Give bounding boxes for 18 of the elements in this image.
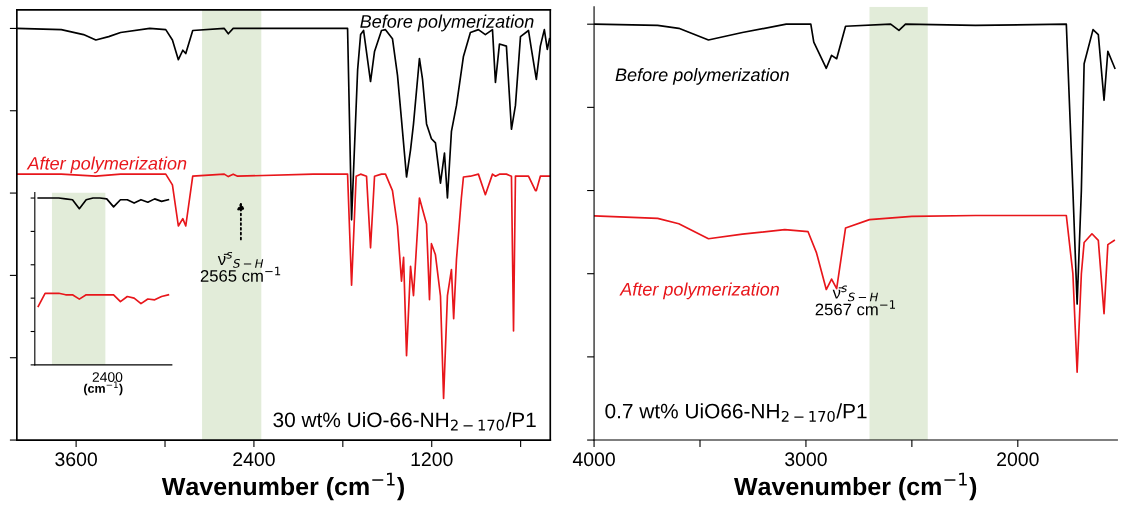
text: After polymerization (619, 282, 779, 300)
x-tick-label: 2000 (997, 452, 1039, 467)
series-label: Before polymerization (360, 14, 534, 32)
annotation: 30 wt% UiO-66-NH$_{2−170}$/P1 (273, 411, 536, 431)
x-axis-title: Wavenumber (cm$^{−1}$) (734, 472, 977, 501)
annotation: 0.7 wt% UiO66-NH$_{2−170}$/P1 (605, 403, 867, 422)
x-tick-label: 4000 (572, 452, 615, 467)
annotation: ν̄$^{s}$$_{S−H}$ 2567 cm$^{−1}$ (815, 285, 896, 316)
x-axis-title: (cm$^{−1}$) (84, 381, 123, 396)
series-label: After polymerization (26, 156, 187, 174)
annotation: ν̄$^{s}$$_{S−H}$ 2565 cm$^{−1}$ (200, 252, 281, 282)
series-label: Before polymerization (615, 67, 789, 85)
x-tick-label: 3600 (55, 452, 97, 467)
x-tick-label: 2400 (233, 452, 275, 467)
x-tick-label: 1200 (411, 452, 453, 467)
annotation: 2400 (92, 372, 123, 382)
x-tick-label: 3000 (785, 452, 827, 467)
x-axis-title: Wavenumber (cm$^{−1}$) (161, 472, 404, 501)
